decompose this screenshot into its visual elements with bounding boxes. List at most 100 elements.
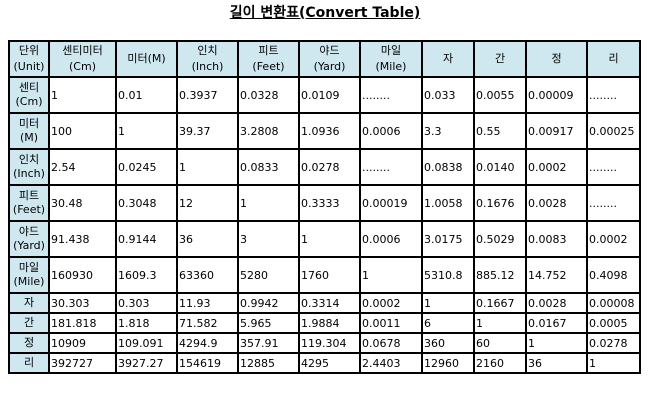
table-cell: 0.00009 (526, 77, 587, 113)
column-header: 간 (474, 41, 526, 77)
table-cell: 0.3333 (299, 185, 360, 221)
cell-text: 자 (442, 52, 454, 65)
cell-text: 센티미터 (62, 44, 103, 57)
table-cell: 357.91 (238, 333, 299, 353)
column-header: 단위 (Unit) (9, 41, 49, 77)
column-header: 마일 (Mile) (360, 41, 422, 77)
cell-text: 피트 (18, 189, 40, 202)
table-cell: 1 (177, 149, 238, 185)
cell-text: 단위 (18, 44, 40, 57)
table-cell: 30.48 (49, 185, 116, 221)
table-row: 자 30.303 0.303 11.93 0.9942 0.3314 0.0002 1 0.16… (9, 293, 640, 313)
cell-text: (Yard) (313, 60, 346, 73)
table-row: 센티 (Cm) 1 0.01 0.3937 0.0328 0.0109........ 0.0… (9, 77, 640, 113)
table-cell: 0.0006 (360, 113, 422, 149)
cell-text: (M) (19, 131, 39, 144)
table-cell: 12960 (422, 353, 474, 373)
table-body: 센티 (Cm) 1 0.01 0.3937 0.0328 0.0109........ 0.0… (9, 77, 640, 373)
table-cell: 2160 (474, 353, 526, 373)
table-cell: 11.93 (177, 293, 238, 313)
row-header: 정 (9, 333, 49, 353)
cell-text: (Yard) (13, 239, 45, 252)
table-cell: 0.0011 (360, 313, 422, 333)
table-cell: 360 (422, 333, 474, 353)
table-cell: 0.0028 (526, 185, 587, 221)
cell-text: (Mile) (13, 275, 45, 288)
row-header: 야드 (Yard) (9, 221, 49, 257)
table-cell: ........ (587, 185, 640, 221)
table-cell: 1.818 (116, 313, 177, 333)
table-cell: 0.0278 (587, 333, 640, 353)
column-header: 정 (526, 41, 587, 77)
table-cell: 0.0678 (360, 333, 422, 353)
table-cell: 6 (422, 313, 474, 333)
table-cell: 109.091 (116, 333, 177, 353)
table-cell: 1 (116, 113, 177, 149)
table-cell: 1.9884 (299, 313, 360, 333)
table-cell: 0.0278 (299, 149, 360, 185)
table-cell: 30.303 (49, 293, 116, 313)
cell-text: 야드 (18, 225, 40, 238)
table-cell: 0.0006 (360, 221, 422, 257)
column-header: 리 (587, 41, 640, 77)
cell-text: (Inch) (13, 167, 45, 180)
table-cell: 3927.27 (116, 353, 177, 373)
table-cell: 154619 (177, 353, 238, 373)
table-cell: 1 (49, 77, 116, 113)
cell-text: 마일 (18, 261, 40, 274)
cell-text: 마일 (380, 44, 402, 57)
row-header: 리 (9, 353, 49, 373)
table-cell: 1.0058 (422, 185, 474, 221)
cell-text: 정 (23, 336, 35, 349)
table-cell: 0.0140 (474, 149, 526, 185)
column-header: 미터(M) (116, 41, 177, 77)
table-cell: 5310.8 (422, 257, 474, 293)
table-cell: 0.3937 (177, 77, 238, 113)
column-header: 센티미터 (Cm) (49, 41, 116, 77)
table-cell: 1 (238, 185, 299, 221)
table-cell: 4294.9 (177, 333, 238, 353)
cell-text: 피트 (258, 44, 279, 57)
table-cell: 1 (422, 293, 474, 313)
table-cell: 160930 (49, 257, 116, 293)
cell-text: 미터(M) (127, 52, 166, 65)
table-cell: 1 (299, 221, 360, 257)
convert-table: 단위 (Unit) 센티미터 (Cm) 미터(M) 인치 (Inch) 피트 (Feet) 야드(… (8, 40, 641, 374)
table-cell: 39.37 (177, 113, 238, 149)
table-row: 인치 (Inch) 2.54 0.0245 1 0.0833 0.0278........ 0… (9, 149, 640, 185)
cell-text: 간 (23, 316, 35, 329)
row-header: 인치 (Inch) (9, 149, 49, 185)
table-cell: 3 (238, 221, 299, 257)
table-cell: ........ (587, 77, 640, 113)
table-cell: 392727 (49, 353, 116, 373)
table-cell: 0.033 (422, 77, 474, 113)
table-cell: 36 (526, 353, 587, 373)
cell-text: 야드 (319, 44, 340, 57)
row-header: 간 (9, 313, 49, 333)
table-row: 마일 (Mile) 160930 1609.3 63360 5280 1760 1 5310.8… (9, 257, 640, 293)
table-cell: 1 (360, 257, 422, 293)
table-cell: 0.0838 (422, 149, 474, 185)
page-title: 길이 변환표(Convert Table) (0, 2, 650, 22)
table-cell: 0.3048 (116, 185, 177, 221)
table-cell: ........ (360, 77, 422, 113)
table-cell: 3.0175 (422, 221, 474, 257)
row-header: 미터 (M) (9, 113, 49, 149)
table-cell: 1.0936 (299, 113, 360, 149)
table-cell: 2.4403 (360, 353, 422, 373)
table-cell: 0.9942 (238, 293, 299, 313)
cell-text: (Mile) (375, 60, 407, 73)
table-cell: 0.0109 (299, 77, 360, 113)
table-cell: 0.00025 (587, 113, 640, 149)
table-cell: 2.54 (49, 149, 116, 185)
table-row: 정 10909 109.091 4294.9 357.91 119.304 0.0678 36… (9, 333, 640, 353)
cell-text: 자 (23, 296, 35, 309)
table-cell: 0.01 (116, 77, 177, 113)
cell-text: (Cm) (15, 95, 43, 108)
cell-text: 미터 (18, 117, 40, 130)
cell-text: 인치 (197, 44, 218, 57)
column-header: 자 (422, 41, 474, 77)
cell-text: 센티 (18, 81, 40, 94)
row-header: 마일 (Mile) (9, 257, 49, 293)
table-cell: 12 (177, 185, 238, 221)
